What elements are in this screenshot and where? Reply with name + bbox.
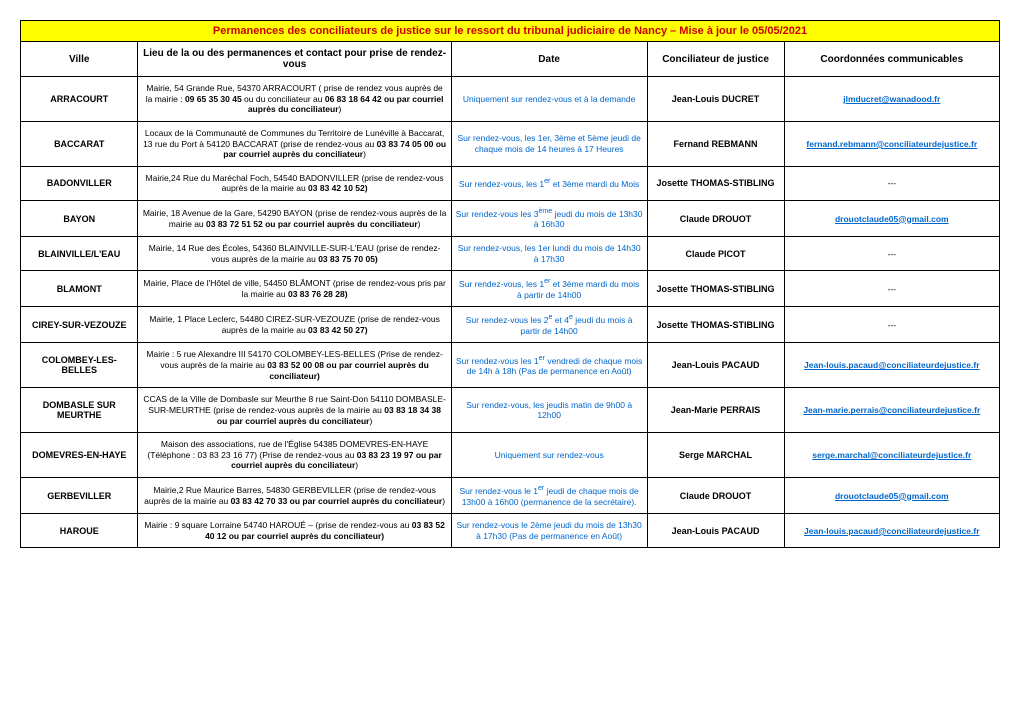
cell-coord: jlmducret@wanadood.fr	[784, 77, 999, 122]
table-row: BACCARATLocaux de la Communauté de Commu…	[21, 121, 1000, 166]
cell-ville: BLAMONT	[21, 271, 138, 307]
cell-lieu: Mairie, Place de l'Hôtel de ville, 54450…	[138, 271, 451, 307]
table-row: DOMBASLE SUR MEURTHECCAS de la Ville de …	[21, 388, 1000, 433]
cell-ville: BLAINVILLE/L'EAU	[21, 237, 138, 271]
cell-lieu: Mairie, 1 Place Leclerc, 54480 CIREZ-SUR…	[138, 307, 451, 343]
table-row: DOMEVRES-EN-HAYEMaison des associations,…	[21, 433, 1000, 478]
cell-lieu: Mairie, 54 Grande Rue, 54370 ARRACOURT (…	[138, 77, 451, 122]
cell-coord: ---	[784, 271, 999, 307]
cell-date: Sur rendez-vous les 1er vendredi de chaq…	[451, 343, 647, 388]
no-coord: ---	[888, 249, 897, 259]
cell-coord: drouotclaude05@gmail.com	[784, 478, 999, 514]
cell-conciliateur: Jean-Marie PERRAIS	[647, 388, 784, 433]
cell-coord: ---	[784, 307, 999, 343]
title-row: Permanences des conciliateurs de justice…	[21, 21, 1000, 42]
cell-ville: BAYON	[21, 201, 138, 237]
cell-lieu: Maison des associations, rue de l'Église…	[138, 433, 451, 478]
cell-conciliateur: Josette THOMAS-STIBLING	[647, 307, 784, 343]
no-coord: ---	[888, 178, 897, 188]
cell-date: Sur rendez-vous, les 1er, 3ème et 5ème j…	[451, 121, 647, 166]
header-ville: Ville	[21, 42, 138, 77]
cell-date: Sur rendez-vous, les 1er lundi du mois d…	[451, 237, 647, 271]
conciliateurs-table: Permanences des conciliateurs de justice…	[20, 20, 1000, 548]
table-row: BADONVILLERMairie,24 Rue du Maréchal Foc…	[21, 166, 1000, 200]
page-title: Permanences des conciliateurs de justice…	[21, 21, 1000, 42]
email-link[interactable]: Jean-marie.perrais@conciliateurdejustice…	[803, 405, 980, 415]
header-row: Ville Lieu de la ou des permanences et c…	[21, 42, 1000, 77]
table-row: BLAMONTMairie, Place de l'Hôtel de ville…	[21, 271, 1000, 307]
email-link[interactable]: Jean-louis.pacaud@conciliateurdejustice.…	[804, 360, 980, 370]
cell-date: Sur rendez-vous le 1er jeudi de chaque m…	[451, 478, 647, 514]
cell-conciliateur: Claude DROUOT	[647, 201, 784, 237]
cell-conciliateur: Josette THOMAS-STIBLING	[647, 271, 784, 307]
cell-coord: serge.marchal@conciliateurdejustice.fr	[784, 433, 999, 478]
table-body: ARRACOURTMairie, 54 Grande Rue, 54370 AR…	[21, 77, 1000, 548]
header-lieu: Lieu de la ou des permanences et contact…	[138, 42, 451, 77]
no-coord: ---	[888, 320, 897, 330]
email-link[interactable]: drouotclaude05@gmail.com	[835, 214, 949, 224]
cell-ville: CIREY-SUR-VEZOUZE	[21, 307, 138, 343]
cell-conciliateur: Josette THOMAS-STIBLING	[647, 166, 784, 200]
cell-conciliateur: Jean-Louis PACAUD	[647, 514, 784, 548]
cell-coord: Jean-marie.perrais@conciliateurdejustice…	[784, 388, 999, 433]
cell-date: Sur rendez-vous le 2ème jeudi du mois de…	[451, 514, 647, 548]
cell-ville: BADONVILLER	[21, 166, 138, 200]
cell-date: Sur rendez-vous, les 1er et 3ème mardi d…	[451, 271, 647, 307]
cell-conciliateur: Claude DROUOT	[647, 478, 784, 514]
cell-ville: HAROUE	[21, 514, 138, 548]
cell-lieu: Mairie,2 Rue Maurice Barres, 54830 GERBE…	[138, 478, 451, 514]
cell-lieu: Mairie, 14 Rue des Écoles, 54360 BLAINVI…	[138, 237, 451, 271]
header-coord: Coordonnées communicables	[784, 42, 999, 77]
cell-conciliateur: Jean-Louis PACAUD	[647, 343, 784, 388]
cell-date: Uniquement sur rendez-vous	[451, 433, 647, 478]
cell-ville: DOMBASLE SUR MEURTHE	[21, 388, 138, 433]
table-row: CIREY-SUR-VEZOUZEMairie, 1 Place Leclerc…	[21, 307, 1000, 343]
cell-ville: GERBEVILLER	[21, 478, 138, 514]
cell-date: Sur rendez-vous, les 1er et 3ème mardi d…	[451, 166, 647, 200]
table-row: GERBEVILLERMairie,2 Rue Maurice Barres, …	[21, 478, 1000, 514]
email-link[interactable]: serge.marchal@conciliateurdejustice.fr	[812, 450, 971, 460]
cell-ville: ARRACOURT	[21, 77, 138, 122]
cell-conciliateur: Serge MARCHAL	[647, 433, 784, 478]
email-link[interactable]: drouotclaude05@gmail.com	[835, 491, 949, 501]
cell-coord: ---	[784, 237, 999, 271]
cell-coord: drouotclaude05@gmail.com	[784, 201, 999, 237]
table-row: HAROUEMairie : 9 square Lorraine 54740 H…	[21, 514, 1000, 548]
email-link[interactable]: Jean-louis.pacaud@conciliateurdejustice.…	[804, 526, 980, 536]
cell-lieu: CCAS de la Ville de Dombasle sur Meurthe…	[138, 388, 451, 433]
cell-coord: fernand.rebmann@conciliateurdejustice.fr	[784, 121, 999, 166]
cell-lieu: Mairie : 5 rue Alexandre III 54170 COLOM…	[138, 343, 451, 388]
cell-conciliateur: Jean-Louis DUCRET	[647, 77, 784, 122]
cell-conciliateur: Claude PICOT	[647, 237, 784, 271]
no-coord: ---	[888, 284, 897, 294]
header-date: Date	[451, 42, 647, 77]
cell-conciliateur: Fernand REBMANN	[647, 121, 784, 166]
email-link[interactable]: jlmducret@wanadood.fr	[843, 94, 940, 104]
table-row: BLAINVILLE/L'EAUMairie, 14 Rue des École…	[21, 237, 1000, 271]
cell-coord: Jean-louis.pacaud@conciliateurdejustice.…	[784, 343, 999, 388]
table-row: BAYONMairie, 18 Avenue de la Gare, 54290…	[21, 201, 1000, 237]
cell-date: Sur rendez-vous les 2e et 4e jeudi du mo…	[451, 307, 647, 343]
cell-ville: DOMEVRES-EN-HAYE	[21, 433, 138, 478]
cell-ville: COLOMBEY-LES-BELLES	[21, 343, 138, 388]
cell-date: Sur rendez-vous, les jeudis matin de 9h0…	[451, 388, 647, 433]
cell-lieu: Mairie, 18 Avenue de la Gare, 54290 BAYO…	[138, 201, 451, 237]
cell-lieu: Locaux de la Communauté de Communes du T…	[138, 121, 451, 166]
email-link[interactable]: fernand.rebmann@conciliateurdejustice.fr	[806, 139, 977, 149]
cell-coord: Jean-louis.pacaud@conciliateurdejustice.…	[784, 514, 999, 548]
cell-date: Sur rendez-vous les 3ème jeudi du mois d…	[451, 201, 647, 237]
cell-lieu: Mairie : 9 square Lorraine 54740 HAROUÉ …	[138, 514, 451, 548]
cell-lieu: Mairie,24 Rue du Maréchal Foch, 54540 BA…	[138, 166, 451, 200]
cell-ville: BACCARAT	[21, 121, 138, 166]
cell-date: Uniquement sur rendez-vous et à la deman…	[451, 77, 647, 122]
header-conciliateur: Conciliateur de justice	[647, 42, 784, 77]
cell-coord: ---	[784, 166, 999, 200]
table-row: ARRACOURTMairie, 54 Grande Rue, 54370 AR…	[21, 77, 1000, 122]
table-row: COLOMBEY-LES-BELLESMairie : 5 rue Alexan…	[21, 343, 1000, 388]
